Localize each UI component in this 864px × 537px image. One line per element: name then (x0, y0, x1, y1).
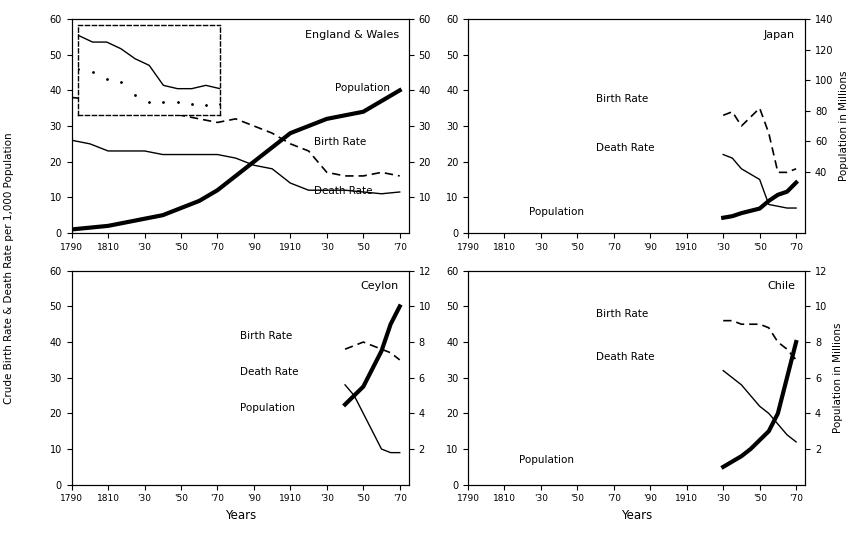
Text: Death Rate: Death Rate (596, 143, 655, 153)
Text: Crude Birth Rate & Death Rate per 1,000 Population: Crude Birth Rate & Death Rate per 1,000 … (3, 133, 14, 404)
X-axis label: Years: Years (225, 509, 256, 522)
Text: Death Rate: Death Rate (314, 186, 373, 196)
Text: England & Wales: England & Wales (305, 30, 398, 40)
Text: Death Rate: Death Rate (596, 352, 655, 362)
X-axis label: Years: Years (621, 509, 652, 522)
Text: Population: Population (529, 207, 584, 217)
Text: Japan: Japan (764, 30, 795, 40)
Text: Birth Rate: Birth Rate (596, 94, 648, 104)
Text: Ceylon: Ceylon (360, 281, 398, 292)
Text: Population: Population (518, 455, 574, 465)
Text: Population: Population (334, 83, 390, 93)
Text: Chile: Chile (767, 281, 795, 292)
Text: Population: Population (240, 403, 295, 413)
Text: Birth Rate: Birth Rate (240, 331, 293, 340)
Text: Birth Rate: Birth Rate (596, 309, 648, 319)
Y-axis label: Population in Millions: Population in Millions (839, 71, 849, 182)
Text: Birth Rate: Birth Rate (314, 137, 366, 147)
Y-axis label: Population in Millions: Population in Millions (833, 323, 843, 433)
Text: Death Rate: Death Rate (240, 367, 299, 377)
